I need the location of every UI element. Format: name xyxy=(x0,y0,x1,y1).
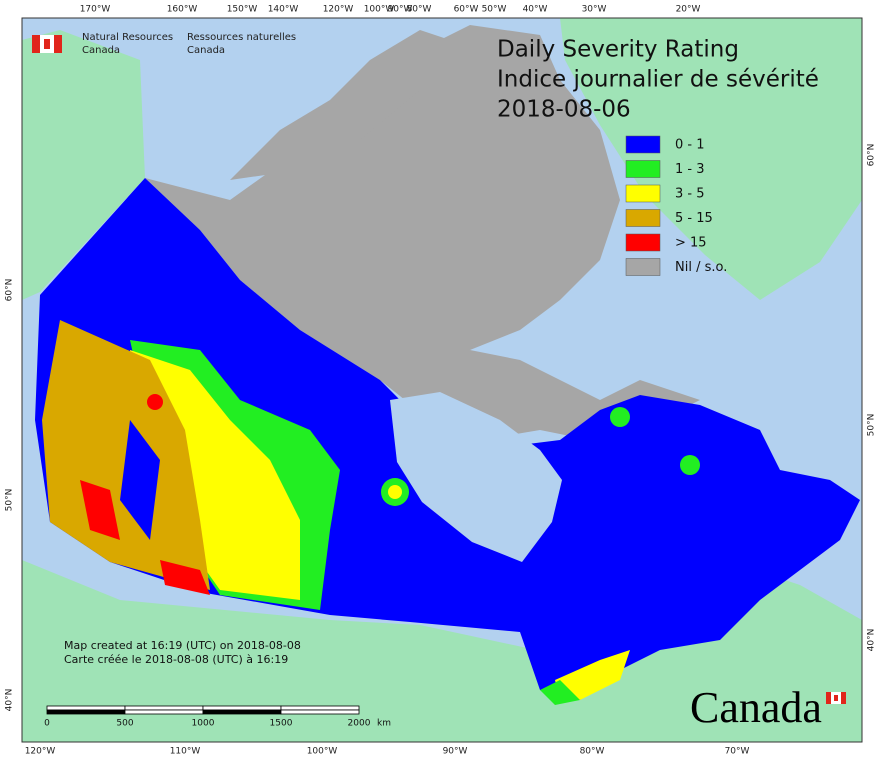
lon-label: 90°W xyxy=(388,5,413,15)
scale-label: 2000 xyxy=(348,719,371,729)
lon-label: 170°W xyxy=(80,5,111,15)
agency-fr: Ressources naturelles xyxy=(187,32,296,43)
lon-label: 120°W xyxy=(323,5,354,15)
legend-swatch xyxy=(625,233,661,252)
wordmark-flag-bar xyxy=(826,692,831,704)
legend-label: 3 - 5 xyxy=(675,187,705,202)
scale-segment xyxy=(202,705,282,711)
flag-bar xyxy=(32,35,40,53)
scale-label: 1500 xyxy=(270,719,293,729)
lon-label: 120°W xyxy=(25,747,56,757)
legend-swatch xyxy=(625,184,661,203)
lat-label: 50°N xyxy=(867,414,877,437)
legend-label: Nil / s.o. xyxy=(675,260,727,275)
scale-segment xyxy=(124,705,204,711)
lon-label: 20°W xyxy=(676,5,701,15)
usa xyxy=(22,560,862,742)
map-frame xyxy=(21,17,863,743)
credit-line: Map created at 16:19 (UTC) on 2018-08-08 xyxy=(64,639,301,652)
legend-swatch xyxy=(625,258,661,276)
lon-label: 140°W xyxy=(268,5,299,15)
wordmark-flag-bar xyxy=(841,692,846,704)
scale-segment xyxy=(46,705,126,711)
lon-label: 90°W xyxy=(443,747,468,757)
title-line: Daily Severity Rating xyxy=(497,37,739,63)
lon-label: 60°W xyxy=(454,5,479,15)
lat-label: 40°N xyxy=(5,689,15,712)
lon-label: 110°W xyxy=(170,747,201,757)
legend-swatch xyxy=(625,135,661,154)
lat-label: 60°N xyxy=(5,279,15,302)
legend-label: 0 - 1 xyxy=(675,138,705,153)
agency-fr: Canada xyxy=(187,45,225,56)
legend-label: 5 - 15 xyxy=(675,211,713,226)
wordmark-flag-leaf xyxy=(834,695,838,701)
lon-label: 40°W xyxy=(523,5,548,15)
legend-label: 1 - 3 xyxy=(675,162,705,177)
scale-label: 500 xyxy=(116,719,133,729)
scale-segment xyxy=(202,709,282,715)
lon-label: 50°W xyxy=(482,5,507,15)
lon-label: 30°W xyxy=(582,5,607,15)
legend-swatch xyxy=(625,209,661,227)
scale-label: 1000 xyxy=(192,719,215,729)
flag-bar xyxy=(54,35,62,53)
rating-zones xyxy=(42,320,700,705)
hudson-bay xyxy=(390,392,562,562)
alaska xyxy=(22,30,145,300)
lat-label: 40°N xyxy=(867,629,877,652)
scale-segment xyxy=(280,705,360,711)
lon-label: 100°W xyxy=(364,5,395,15)
agency-en: Natural Resources xyxy=(82,32,173,43)
title-line: 2018-08-06 xyxy=(497,97,631,123)
lon-label: 70°W xyxy=(725,747,750,757)
greenland xyxy=(560,18,862,300)
flag-leaf xyxy=(44,39,50,49)
scale-unit: km xyxy=(377,719,391,729)
legend-swatch xyxy=(625,160,661,178)
scale-segment xyxy=(46,709,126,715)
lon-label: 80°W xyxy=(580,747,605,757)
lat-label: 50°N xyxy=(5,489,15,512)
legend-label: > 15 xyxy=(675,236,707,251)
lon-label: 100°W xyxy=(307,747,338,757)
lon-label: 150°W xyxy=(227,5,258,15)
scale-segment xyxy=(124,709,204,715)
scale-segment xyxy=(280,709,360,715)
credit-line: Carte créée le 2018-08-08 (UTC) à 16:19 xyxy=(64,653,288,666)
lon-label: 160°W xyxy=(167,5,198,15)
agency-en: Canada xyxy=(82,45,120,56)
lat-label: 60°N xyxy=(867,144,877,167)
wordmark: Canada xyxy=(690,683,822,732)
lon-label: 80°W xyxy=(407,5,432,15)
scale-label: 0 xyxy=(44,719,50,729)
title-line: Indice journalier de sévérité xyxy=(497,67,819,93)
